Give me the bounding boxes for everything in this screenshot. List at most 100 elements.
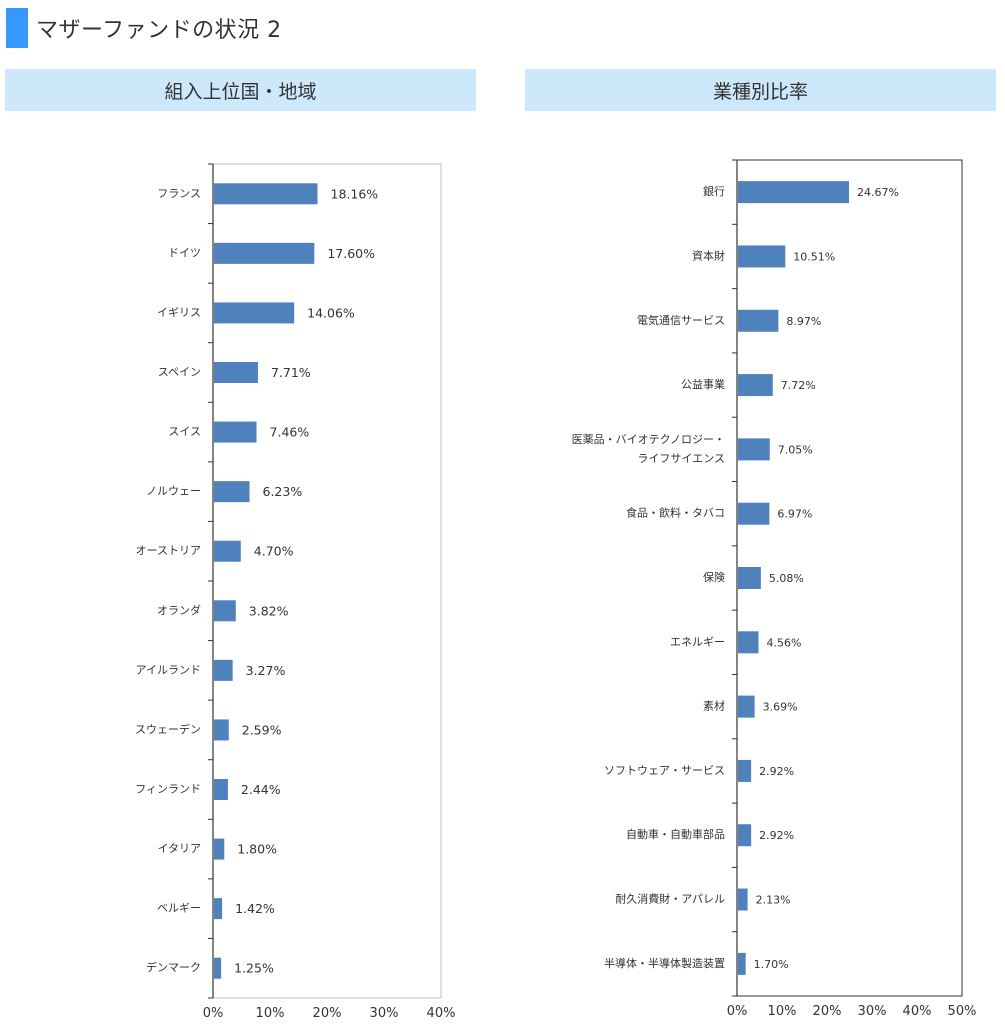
sector-category-label: ソフトウェア・サービス [604, 764, 725, 777]
sector-value-label: 3.69% [763, 701, 798, 714]
sector-category-label: 耐久消費財・アパレル [615, 892, 725, 906]
country-bar [214, 838, 225, 860]
title-accent-bar [6, 8, 28, 48]
country-x-tick-label: 40% [427, 1006, 456, 1021]
country-value-label: 2.44% [241, 782, 281, 797]
country-x-tick-label: 10% [256, 1006, 285, 1021]
country-value-label: 17.60% [327, 246, 375, 261]
sector-bar [738, 245, 786, 268]
country-category-label: オランダ [157, 603, 201, 617]
country-bar [214, 481, 250, 503]
sector-value-label: 4.56% [767, 636, 802, 649]
country-bar [214, 779, 228, 800]
country-bar [214, 540, 241, 562]
country-value-label: 14.06% [307, 305, 355, 320]
sector-value-label: 1.70% [754, 958, 789, 971]
sector-bar [738, 438, 770, 461]
country-bar [214, 957, 222, 979]
country-bar [214, 242, 315, 264]
country-category-label: ベルギー [157, 902, 201, 915]
country-value-label: 2.59% [242, 722, 282, 737]
sector-value-label: 7.72% [781, 379, 816, 392]
country-bar [214, 362, 258, 383]
country-x-tick-label: 20% [313, 1006, 342, 1021]
country-value-label: 6.23% [263, 484, 303, 499]
country-x-tick-label: 0% [203, 1006, 224, 1021]
country-value-label: 18.16% [331, 186, 379, 201]
country-value-label: 3.82% [249, 603, 289, 618]
sector-bar [738, 695, 755, 718]
sector-bar [738, 309, 779, 332]
sector-bar [738, 759, 752, 782]
country-category-label: イタリア [157, 842, 201, 855]
sector-category-label: エネルギー [670, 635, 725, 648]
sector-category-label: 自動車・自動車部品 [626, 827, 725, 841]
sector-value-label: 10.51% [793, 250, 835, 263]
sector-x-tick-label: 0% [727, 1004, 748, 1019]
page-title-row: マザーファンドの状況 2 [6, 8, 282, 48]
sector-category-label: 公益事業 [681, 377, 725, 391]
country-bar [214, 183, 318, 205]
sector-value-label: 2.92% [759, 829, 794, 842]
country-value-label: 4.70% [254, 544, 294, 559]
sector-bar [738, 374, 773, 397]
country-category-label: イギリス [157, 306, 201, 319]
sector-value-label: 7.05% [778, 443, 813, 456]
sector-value-label: 6.97% [777, 508, 812, 521]
country-category-label: スウェーデン [135, 722, 201, 736]
country-value-label: 1.80% [237, 842, 277, 857]
sector-bar [738, 952, 746, 975]
country-value-label: 1.42% [235, 901, 275, 916]
sector-category-label: 食品・飲料・タバコ [626, 506, 725, 520]
country-value-label: 7.46% [270, 425, 310, 440]
sector-value-label: 8.97% [786, 315, 821, 328]
country-value-label: 3.27% [246, 663, 286, 678]
chart-title-countries: 組入上位国・地域 [5, 69, 476, 111]
country-category-label: アイルランド [136, 663, 201, 676]
sector-category-label: 半導体・半導体製造装置 [604, 956, 725, 970]
sector-value-label: 2.13% [756, 894, 791, 907]
country-category-label: スペイン [158, 366, 201, 379]
sector-value-label: 24.67% [857, 186, 899, 199]
country-bar [214, 421, 257, 443]
sector-bar [738, 824, 752, 847]
sector-category-label: 電気通信サービス [637, 313, 725, 327]
country-value-label: 1.25% [234, 961, 274, 976]
country-category-label: ドイツ [168, 246, 201, 259]
sector-category-label: 資本財 [692, 248, 725, 262]
sector-category-label: 素材 [703, 699, 725, 713]
sector-bar [738, 181, 850, 204]
sector-x-tick-label: 10% [768, 1004, 797, 1019]
country-category-label: フランス [157, 187, 201, 200]
sector-x-tick-label: 40% [903, 1004, 932, 1019]
country-value-label: 7.71% [271, 365, 311, 380]
country-category-label: フィンランド [135, 783, 201, 796]
sector-bar [738, 567, 761, 589]
country-bar [214, 719, 229, 741]
sector-x-tick-label: 20% [813, 1004, 842, 1019]
country-category-label: オーストリア [136, 544, 201, 557]
country-category-label: デンマーク [146, 960, 201, 974]
page-title: マザーファンドの状況 2 [36, 18, 282, 43]
country-category-label: スイス [168, 425, 201, 438]
country-x-tick-label: 30% [370, 1006, 399, 1021]
country-bar [214, 898, 223, 920]
country-bar [214, 659, 233, 681]
sector-category-label: 保険 [703, 570, 725, 584]
sector-bar [738, 502, 770, 525]
country-bar [214, 302, 295, 324]
sector-bar [738, 631, 759, 654]
sector-value-label: 2.92% [759, 765, 794, 778]
sector-bar [738, 888, 748, 911]
chart-title-sectors: 業種別比率 [525, 69, 996, 111]
sector-category-label: ライフサイエンス [637, 452, 725, 465]
country-category-label: ノルウェー [146, 485, 201, 498]
sector-category-label: 医薬品・バイオテクノロジー・ [572, 433, 725, 446]
sector-x-tick-label: 30% [858, 1004, 887, 1019]
sector-value-label: 5.08% [769, 572, 804, 585]
sector-x-tick-label: 50% [948, 1004, 977, 1019]
country-bar [214, 600, 236, 622]
sector-category-label: 銀行 [703, 184, 725, 198]
